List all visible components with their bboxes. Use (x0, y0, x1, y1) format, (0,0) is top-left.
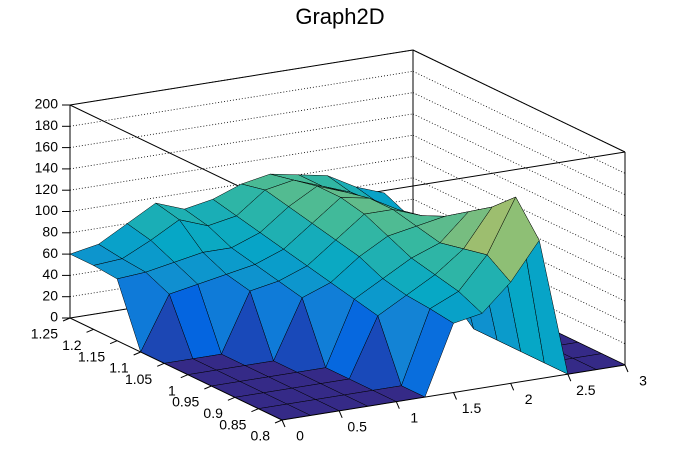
y-tick-label: 1.1 (109, 360, 129, 376)
z-tick-label: 100 (35, 202, 59, 218)
grid-line (412, 134, 626, 238)
grid-line (69, 49, 414, 106)
grid-line (69, 113, 414, 170)
x-tick-label: 1.5 (462, 400, 482, 416)
y-tick (274, 419, 283, 424)
y-tick (157, 362, 165, 367)
y-tick-label: 0.85 (219, 416, 246, 432)
y-tick (133, 351, 141, 356)
z-tick-label: 60 (42, 245, 58, 261)
y-tick-label: 1.25 (31, 326, 58, 342)
y-tick-label: 1.2 (62, 337, 82, 353)
x-tick-label: 0.5 (347, 419, 367, 435)
y-tick-label: 1.05 (125, 371, 152, 387)
grid-line (412, 113, 626, 217)
x-tick (395, 401, 400, 409)
z-tick-label: 160 (35, 138, 59, 154)
y-tick (227, 396, 236, 401)
y-tick (109, 340, 118, 345)
y-tick (62, 317, 71, 322)
grid-line (69, 92, 414, 148)
x-tick (624, 364, 629, 373)
x-tick-label: 0 (296, 428, 304, 444)
x-tick (567, 373, 572, 382)
z-tick-label: 20 (42, 287, 58, 303)
grid-line (69, 70, 414, 127)
y-tick (86, 328, 94, 333)
grid-line (412, 92, 626, 195)
x-tick (510, 383, 515, 391)
x-tick-label: 1 (410, 409, 418, 425)
chart-title: Graph2D (295, 4, 384, 29)
grid-line (412, 70, 626, 174)
z-tick-label: 80 (42, 224, 58, 240)
y-tick-label: 0.8 (251, 428, 271, 444)
y-tick-label: 0.9 (203, 405, 223, 421)
z-tick-label: 200 (35, 96, 59, 112)
z-tick-label: 140 (35, 160, 59, 176)
grid-line (412, 49, 626, 153)
y-tick (204, 385, 212, 390)
z-tick-label: 40 (42, 266, 58, 282)
y-tick-label: 1 (168, 382, 176, 398)
z-tick-label: 120 (35, 181, 59, 197)
x-tick-label: 2 (525, 391, 533, 407)
y-tick (180, 374, 188, 379)
grid-line (69, 134, 414, 191)
x-tick (338, 410, 343, 419)
y-axis (69, 317, 283, 421)
y-tick-label: 1.15 (78, 348, 105, 364)
x-tick (281, 419, 286, 428)
x-tick (453, 392, 457, 400)
grid-line (69, 156, 414, 212)
y-tick (251, 408, 259, 413)
x-tick-label: 2.5 (576, 382, 596, 398)
y-tick-label: 0.95 (172, 394, 199, 410)
z-tick-label: 180 (35, 117, 59, 133)
z-tick-label: 0 (50, 309, 58, 325)
x-tick-label: 3 (639, 373, 647, 389)
